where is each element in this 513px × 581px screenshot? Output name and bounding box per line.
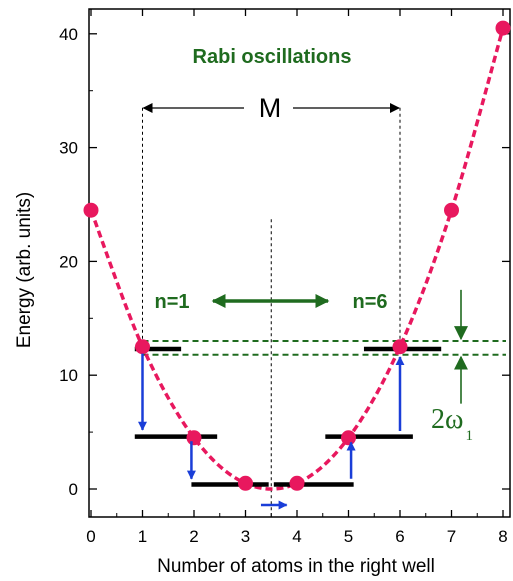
- splitting-lines: [142, 340, 506, 356]
- data-point: [135, 339, 150, 355]
- transition-arrows: [138, 353, 405, 510]
- splitting-label: 2ω1: [431, 404, 473, 444]
- data-point: [186, 430, 202, 446]
- n-left-label: n=1: [154, 291, 189, 313]
- y-tick-label: 20: [59, 252, 78, 271]
- x-tick-label: 2: [189, 527, 198, 546]
- splitting-label-main: 2ω: [431, 404, 463, 435]
- x-tick-label: 3: [241, 527, 250, 546]
- y-tick-label: 0: [69, 480, 78, 499]
- chart-title: Rabi oscillations: [193, 46, 352, 68]
- data-point: [392, 339, 408, 355]
- energy-curve: [89, 27, 505, 491]
- x-tick-label: 0: [86, 527, 95, 546]
- x-ticks: 0 1 2 3 4 5 6 7 8: [86, 9, 508, 546]
- x-tick-label: 8: [498, 527, 507, 546]
- x-axis-title: Number of atoms in the right well: [157, 556, 435, 577]
- plot-frame: [88, 8, 511, 518]
- n-right-label: n=6: [352, 291, 387, 313]
- data-point: [341, 430, 356, 446]
- data-points: [83, 20, 511, 491]
- y-ticks: 0 10 20 30 40: [59, 25, 510, 499]
- x-tick-label: 1: [138, 527, 147, 546]
- data-point: [289, 475, 305, 491]
- y-axis-title: Energy (arb. units): [14, 192, 35, 348]
- bracket-label: M: [259, 93, 282, 123]
- x-tick-label: 6: [395, 527, 404, 546]
- x-tick-label: 7: [447, 527, 456, 546]
- bracket-m: M: [142, 93, 400, 123]
- data-point: [444, 202, 459, 218]
- y-tick-label: 30: [59, 139, 78, 158]
- guide-lines: [142, 107, 401, 517]
- x-tick-label: 5: [344, 527, 353, 546]
- y-tick-label: 10: [59, 366, 78, 385]
- data-point: [238, 475, 253, 491]
- data-point: [495, 20, 511, 36]
- x-tick-label: 4: [292, 527, 301, 546]
- data-point: [83, 202, 99, 218]
- splitting-label-sub: 1: [465, 428, 473, 444]
- y-tick-label: 40: [59, 25, 78, 44]
